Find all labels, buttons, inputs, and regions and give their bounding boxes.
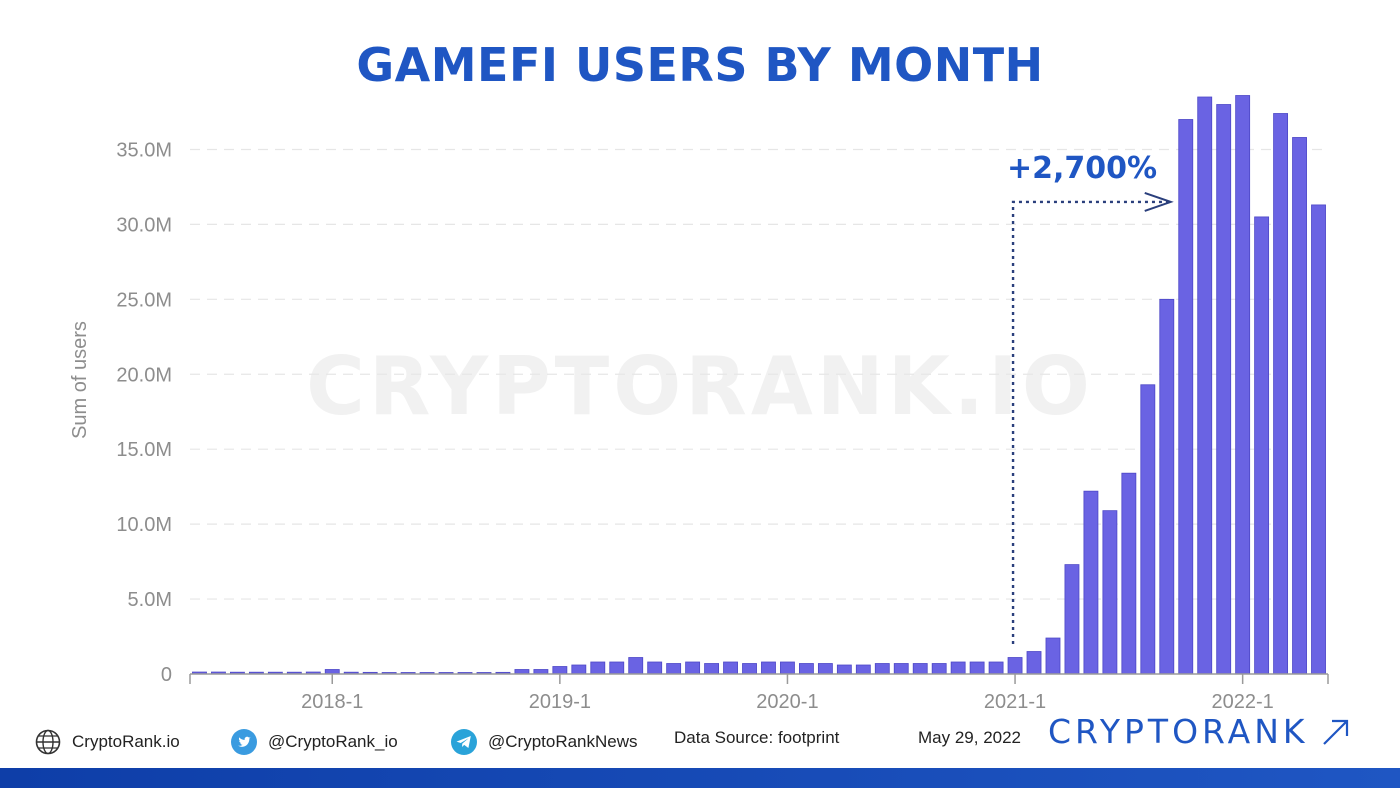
y-tick-label: 35.0M bbox=[116, 139, 172, 161]
x-tick-label: 2019-1 bbox=[529, 691, 591, 713]
bar-2020-04 bbox=[836, 664, 852, 675]
bar-2020-10 bbox=[950, 661, 966, 675]
bar-2020-01 bbox=[780, 661, 795, 675]
bar-2021-01 bbox=[1007, 657, 1023, 675]
bar-2021-09 bbox=[1159, 298, 1175, 675]
watermark: CRYPTORANK.IO bbox=[306, 340, 1094, 433]
telegram-plane-icon bbox=[450, 728, 478, 756]
bar-2021-11 bbox=[1197, 96, 1213, 675]
bar-chart: CRYPTORANK.IO 0 5.0M 10.0M 15.0M 20.0M 25.0M 3… bbox=[69, 95, 1329, 713]
bar-2020-05 bbox=[855, 664, 871, 675]
cryptorank-logo[interactable]: CRYPTORANK bbox=[1048, 712, 1351, 751]
bar-2021-10 bbox=[1178, 119, 1194, 675]
annotation-dotted-line bbox=[1011, 200, 1171, 644]
x-axis-ticks: 2018-1 2019-1 2020-1 2021-1 2022-1 bbox=[301, 674, 1274, 713]
footer-telegram-handle: @CryptoRankNews bbox=[488, 732, 638, 751]
annotation-label: +2,700% bbox=[1007, 151, 1157, 186]
bar-2020-02 bbox=[799, 663, 814, 675]
growth-annotation: +2,700% bbox=[1007, 151, 1174, 644]
bar-2021-06 bbox=[1102, 510, 1118, 675]
bar-2019-09 bbox=[704, 663, 720, 675]
bar-2022-04 bbox=[1292, 137, 1307, 675]
bar-2020-06 bbox=[874, 663, 890, 675]
bar-2019-06 bbox=[647, 661, 663, 675]
footer-twitter-handle: @CryptoRank_io bbox=[268, 732, 398, 751]
bar-2021-08 bbox=[1140, 384, 1156, 675]
bar-2020-07 bbox=[893, 663, 909, 675]
bar-2020-03 bbox=[817, 663, 833, 675]
bar-2019-03 bbox=[590, 661, 606, 675]
y-tick-label: 10.0M bbox=[116, 514, 172, 536]
bottom-accent-bar bbox=[0, 768, 1400, 788]
bar-2019-10 bbox=[723, 661, 738, 675]
x-axis bbox=[189, 673, 1329, 684]
bar-2022-03 bbox=[1273, 113, 1289, 675]
y-axis-label: Sum of users bbox=[69, 321, 91, 439]
footer-date: May 29, 2022 bbox=[918, 728, 1021, 748]
gridlines bbox=[190, 148, 1328, 600]
footer: CryptoRank.io @CryptoRank_io @CryptoRank… bbox=[0, 722, 1400, 758]
y-tick-label: 20.0M bbox=[116, 364, 172, 386]
x-tick-label: 2022-1 bbox=[1212, 691, 1274, 713]
chart-title: GAMEFI USERS BY MONTH bbox=[356, 38, 1044, 92]
bar-2019-02 bbox=[571, 664, 587, 675]
brand-wordmark: CRYPTORANK bbox=[1048, 712, 1309, 751]
y-axis-ticks: 0 5.0M 10.0M 15.0M 20.0M 25.0M 30.0M 35.0M bbox=[116, 139, 172, 686]
bar-2019-05 bbox=[628, 657, 644, 675]
y-tick-label: 0 bbox=[161, 664, 172, 686]
bar-2021-12 bbox=[1216, 104, 1232, 675]
bar-2021-04 bbox=[1064, 564, 1080, 675]
bar-2022-01 bbox=[1235, 95, 1251, 675]
annotation-arrowhead bbox=[1144, 191, 1174, 212]
footer-data-source: Data Source: footprint bbox=[674, 728, 839, 748]
bar-2020-12 bbox=[988, 661, 1004, 675]
bar-2021-03 bbox=[1045, 637, 1061, 675]
bar-2021-05 bbox=[1083, 490, 1099, 675]
x-tick-label: 2018-1 bbox=[301, 691, 363, 713]
bar-2019-11 bbox=[742, 663, 757, 675]
bar-2020-08 bbox=[912, 663, 928, 675]
footer-website[interactable]: CryptoRank.io bbox=[34, 728, 180, 756]
bar-2020-09 bbox=[931, 663, 947, 675]
x-tick-label: 2021-1 bbox=[984, 691, 1046, 713]
bar-2021-02 bbox=[1026, 651, 1042, 675]
y-tick-label: 25.0M bbox=[116, 289, 172, 311]
bar-2021-07 bbox=[1121, 472, 1137, 675]
twitter-bird-icon bbox=[230, 728, 258, 756]
footer-data-source-text: Data Source: footprint bbox=[674, 728, 840, 747]
bar-2019-12 bbox=[761, 661, 776, 675]
bar-2022-05 bbox=[1311, 204, 1326, 675]
x-tick-label: 2020-1 bbox=[756, 691, 818, 713]
globe-icon bbox=[34, 728, 62, 756]
footer-twitter[interactable]: @CryptoRank_io bbox=[230, 728, 398, 756]
footer-website-text: CryptoRank.io bbox=[72, 732, 180, 751]
bar-2022-02 bbox=[1254, 216, 1270, 675]
bar-2019-04 bbox=[609, 661, 625, 675]
bar-2020-11 bbox=[969, 661, 985, 675]
y-tick-label: 5.0M bbox=[128, 589, 172, 611]
bar-2019-08 bbox=[685, 661, 701, 675]
arrow-up-right-icon bbox=[1321, 717, 1351, 747]
footer-telegram[interactable]: @CryptoRankNews bbox=[450, 728, 638, 756]
y-tick-label: 15.0M bbox=[116, 439, 172, 461]
bar-2019-07 bbox=[666, 663, 682, 675]
footer-date-text: May 29, 2022 bbox=[918, 728, 1022, 747]
bar-2019-01 bbox=[552, 666, 568, 675]
y-tick-label: 30.0M bbox=[116, 214, 172, 236]
